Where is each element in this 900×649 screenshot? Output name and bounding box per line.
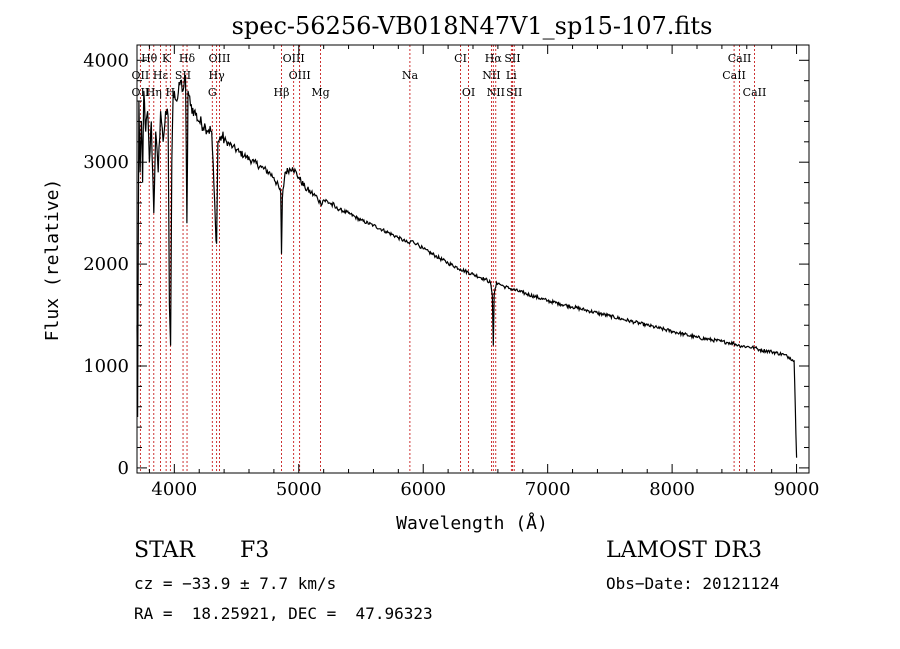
line-label: OIII bbox=[289, 69, 311, 82]
chart-title: spec-56256-VB018N47V1_sp15-107.fits bbox=[232, 12, 713, 40]
x-tick-label: 7000 bbox=[525, 479, 571, 500]
line-label: Hγ bbox=[209, 69, 226, 82]
line-label: SII bbox=[504, 52, 520, 65]
y-tick-label: 3000 bbox=[83, 152, 129, 173]
redshift-cz: cz = −33.9 ± 7.7 km/s bbox=[134, 574, 337, 593]
line-label: NII bbox=[482, 69, 500, 82]
y-axis-ticks: 0 1000 2000 3000 4000 bbox=[83, 50, 809, 479]
line-label: OII bbox=[132, 86, 150, 99]
line-label: SII bbox=[506, 86, 522, 99]
line-label: Hα bbox=[485, 52, 503, 65]
line-label: OI bbox=[462, 86, 475, 99]
line-label: CaII bbox=[728, 52, 752, 65]
spectrum-line bbox=[136, 74, 798, 458]
line-label: G bbox=[208, 86, 217, 99]
line-label: CaII bbox=[722, 69, 746, 82]
y-tick-label: 4000 bbox=[83, 50, 129, 71]
x-tick-label: 8000 bbox=[649, 479, 695, 500]
line-label: Hβ bbox=[274, 86, 290, 99]
x-tick-label: 4000 bbox=[151, 479, 197, 500]
line-label: Mg bbox=[311, 86, 329, 99]
survey-name: LAMOST DR3 bbox=[606, 538, 762, 563]
line-label: OII bbox=[132, 69, 150, 82]
line-label: Na bbox=[402, 69, 419, 82]
line-label: CaII bbox=[743, 86, 767, 99]
line-label: Hε bbox=[153, 69, 169, 82]
object-class: STAR bbox=[134, 538, 195, 563]
line-label: H bbox=[166, 86, 176, 99]
x-axis-ticks: 4000 5000 6000 7000 8000 9000 bbox=[148, 45, 820, 500]
object-subclass: F3 bbox=[240, 538, 270, 563]
line-label: Hθ bbox=[141, 52, 158, 65]
line-label: CI bbox=[454, 52, 467, 65]
line-label: NII bbox=[487, 86, 505, 99]
y-tick-label: 2000 bbox=[83, 254, 129, 275]
line-label: OIII bbox=[283, 52, 305, 65]
line-label: Hδ bbox=[179, 52, 196, 65]
y-tick-label: 1000 bbox=[83, 356, 129, 377]
line-label: Li bbox=[506, 69, 517, 82]
line-label: Hη bbox=[146, 86, 162, 99]
line-label: OIII bbox=[208, 52, 230, 65]
x-tick-label: 5000 bbox=[276, 479, 322, 500]
x-tick-label: 6000 bbox=[400, 479, 446, 500]
y-tick-label: 0 bbox=[118, 458, 129, 479]
plot-frame bbox=[136, 44, 810, 474]
x-axis-label: Wavelength (Å) bbox=[396, 512, 548, 534]
emission-line-markers bbox=[139, 45, 755, 473]
y-axis-label: Flux (relative) bbox=[42, 179, 63, 342]
line-label: K bbox=[162, 52, 171, 65]
coordinates: RA = 18.25921, DEC = 47.96323 bbox=[134, 604, 433, 623]
x-tick-label: 9000 bbox=[774, 479, 820, 500]
observation-date: Obs−Date: 20121124 bbox=[606, 574, 780, 593]
line-label: SII bbox=[175, 69, 191, 82]
